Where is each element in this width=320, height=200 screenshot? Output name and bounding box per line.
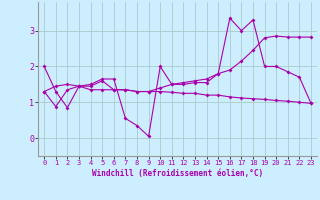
X-axis label: Windchill (Refroidissement éolien,°C): Windchill (Refroidissement éolien,°C) (92, 169, 263, 178)
